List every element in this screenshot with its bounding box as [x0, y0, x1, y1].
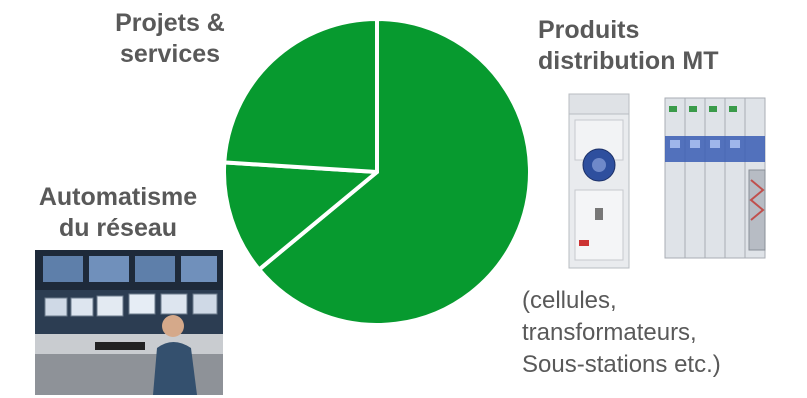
label-automatisme-reseau: Automatisme du réseau [18, 182, 218, 244]
label-produits-detail: (cellules, transformateurs, Sous-station… [522, 285, 721, 381]
detail-line3: Sous-stations etc.) [522, 351, 721, 378]
label-projets-services: Projets & services [95, 8, 245, 70]
control-room-photo [35, 250, 223, 395]
label-produits-distribution: Produits distribution MT [538, 15, 719, 77]
pie-slice-2 [221, 160, 379, 272]
label-automatisme-line2: du réseau [58, 214, 178, 242]
switchgear-cabinet-left [568, 93, 630, 269]
pie-slice-3 [222, 17, 379, 174]
switchgear-cabinet-right [664, 97, 766, 259]
detail-line2: transformateurs, [522, 319, 697, 346]
label-projets-line2: services [119, 40, 221, 68]
switchgear-photo [565, 90, 770, 270]
label-produits-line2: distribution MT [538, 47, 719, 75]
detail-line1: (cellules, [522, 287, 617, 314]
label-projets-line1: Projets & [115, 9, 225, 37]
label-produits-line1: Produits [538, 16, 640, 44]
pie-slices [221, 17, 532, 327]
label-automatisme-line1: Automatisme [38, 183, 198, 211]
pie-slice-1 [257, 17, 532, 327]
